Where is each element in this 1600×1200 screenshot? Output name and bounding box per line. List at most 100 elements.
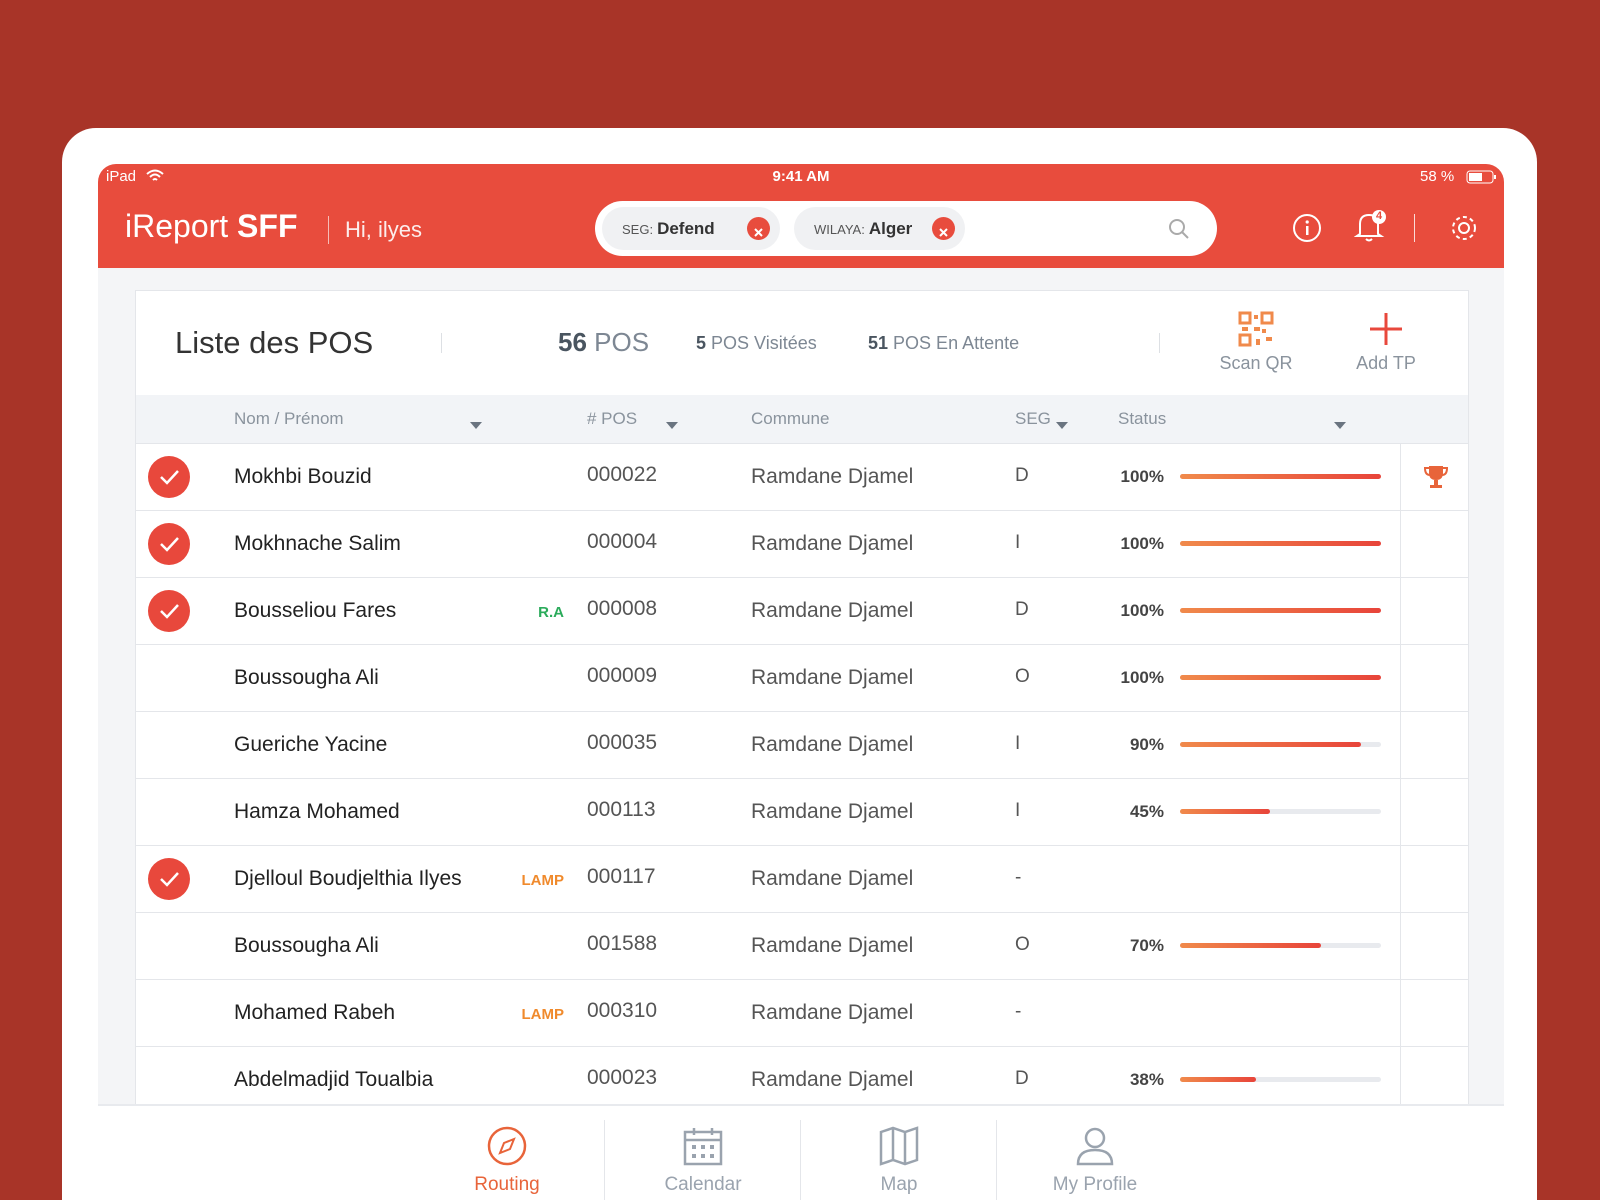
progress-track [1180,809,1381,814]
progress-track [1180,1077,1381,1082]
divider [996,1120,997,1200]
seg: - [1015,1001,1022,1022]
commune: Ramdane Djamel [751,599,914,622]
table-row[interactable]: Bousseliou Fares R.A 000008 Ramdane Djamel D… [136,578,1468,645]
divider [1400,980,1401,1046]
action-label: Scan QR [1219,353,1293,373]
column-header[interactable]: Nom / Prénom [234,409,344,428]
device-name: iPad [106,168,137,185]
progress-track [1180,742,1381,747]
plus-icon [1370,313,1402,345]
status-percent: 90% [1129,735,1164,754]
divider [1400,913,1401,979]
divider [1400,846,1401,912]
divider [1400,511,1401,577]
pos-number: 000004 [587,530,658,553]
sort-caret[interactable] [1334,415,1346,435]
column-header[interactable]: # POS [587,409,638,428]
progress-bar [1180,943,1321,948]
total-count: 56 POS [558,327,649,358]
progress-track [1180,943,1381,948]
table-row[interactable]: Boussougha Ali 001588 Ramdane Djamel O 70% [136,913,1468,980]
commune: Ramdane Djamel [751,1001,914,1024]
pos-number: 000310 [587,999,658,1022]
sort-caret[interactable] [666,415,678,435]
divider [604,1120,605,1200]
sort-caret[interactable] [470,415,482,435]
action-label: Add TP [1356,353,1416,373]
commune: Ramdane Djamel [751,666,914,689]
divider [800,1120,801,1200]
progress-track [1180,608,1381,613]
column-header[interactable]: Commune [751,409,830,428]
table-row[interactable]: Boussougha Ali 000009 Ramdane Djamel O 100% [136,645,1468,712]
pos-name: Boussougha Ali [234,934,379,957]
progress-bar [1180,541,1381,546]
seg: D [1015,465,1029,486]
info-button[interactable] [1292,213,1322,243]
progress-bar [1180,742,1361,747]
divider [1400,1047,1401,1113]
tab[interactable]: Map [801,1106,997,1200]
tab-label: Calendar [664,1174,742,1195]
tab-bar: Routing Calendar Map My Profile [98,1104,1504,1200]
notification-count: 4 [1375,210,1383,222]
pos-number: 000023 [587,1066,658,1089]
pos-tag: R.A [538,604,564,621]
pending-count: 51 POS En Attente [868,333,1019,354]
pos-name: Boussougha Ali [234,666,379,689]
tab[interactable]: Calendar [605,1106,801,1200]
clock: 9:41 AM [772,168,830,185]
tab[interactable]: My Profile [997,1106,1193,1200]
award-icon [1423,464,1449,496]
seg: I [1015,733,1021,754]
remove-filter[interactable] [747,217,770,240]
notifications-button[interactable] [1354,208,1388,244]
pos-name: Mokhnache Salim [234,532,401,555]
progress-track [1180,675,1381,680]
list-title: Liste des POS [175,325,374,360]
column-header[interactable]: SEG [1015,409,1051,428]
remove-filter[interactable] [932,217,955,240]
pos-list: Liste des POS 56 POS 5 POS Visitées 51 P… [135,290,1469,1200]
search-bar[interactable]: SEG: Defend WILAYA: Alger [595,201,1217,256]
tab-label: Routing [474,1174,540,1195]
table-row[interactable]: Djelloul Boudjelthia Ilyes LAMP 000117 Ramd… [136,846,1468,913]
settings-button[interactable] [1448,212,1480,244]
table-row[interactable]: Mokhbi Bouzid 000022 Ramdane Djamel D 100% [136,444,1468,511]
sort-caret[interactable] [1056,415,1068,435]
status-percent: 70% [1129,936,1164,955]
app-header: iPad 9:41 AM 58 % iReport SFF Hi, ilyes … [98,164,1504,268]
scan-qr-button[interactable]: Scan QR [1196,311,1316,374]
table-row[interactable]: Hamza Mohamed 000113 Ramdane Djamel I 45% [136,779,1468,846]
column-header[interactable]: Status [1118,409,1167,428]
filter-value: Alger [868,219,913,238]
status-percent: 45% [1129,802,1164,821]
list-toolbar: Liste des POS 56 POS 5 POS Visitées 51 P… [136,291,1468,396]
table-row[interactable]: Mokhnache Salim 000004 Ramdane Djamel I 100% [136,511,1468,578]
pos-name: Hamza Mohamed [234,800,400,823]
table-row[interactable]: Mohamed Rabeh LAMP 000310 Ramdane Djamel - [136,980,1468,1047]
progress-bar [1180,809,1271,814]
search-icon[interactable] [1167,217,1191,241]
filter-chip[interactable]: SEG: Defend [602,207,780,250]
table-row[interactable]: Gueriche Yacine 000035 Ramdane Djamel I 90% [136,712,1468,779]
greeting: Hi, ilyes [328,216,422,244]
commune: Ramdane Djamel [751,867,914,890]
filter-value: Defend [657,219,715,238]
pos-number: 000022 [587,463,658,486]
status-percent: 100% [1120,467,1164,486]
commune: Ramdane Djamel [751,465,914,488]
visited-check [148,523,190,565]
tab[interactable]: Routing [409,1106,605,1200]
divider [1400,779,1401,845]
pos-name: Mohamed Rabeh [234,1001,396,1024]
pos-name: Mokhbi Bouzid [234,465,372,488]
brand-light: iReport [125,208,229,244]
filter-chip[interactable]: WILAYA: Alger [794,207,965,250]
add-tp-button[interactable]: Add TP [1326,311,1446,374]
commune: Ramdane Djamel [751,1068,914,1091]
pos-number: 000035 [587,731,658,754]
divider [1400,444,1401,510]
